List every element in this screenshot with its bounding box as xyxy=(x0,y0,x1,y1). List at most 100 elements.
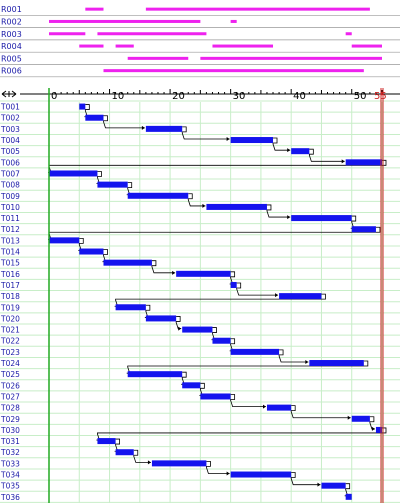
timeline-axis: 0 10 20 30 40 50 55 xyxy=(1,89,400,102)
resource-busy-segment xyxy=(212,44,274,48)
task-label: T013 xyxy=(0,236,20,245)
task-bar xyxy=(345,159,382,166)
task-bar xyxy=(79,103,86,110)
dependency-arrowhead xyxy=(262,404,266,409)
task-label: T010 xyxy=(0,203,20,212)
task-bar xyxy=(115,304,146,311)
task-bar xyxy=(321,482,346,489)
axis-tick-label: 10 xyxy=(112,91,125,102)
axis-tick-label: 20 xyxy=(172,91,185,102)
dependency-arrowhead xyxy=(226,137,230,142)
resource-label: R004 xyxy=(1,42,22,51)
task-bar xyxy=(176,270,231,277)
axis-tick-label: 50 xyxy=(354,91,367,102)
dependency-link xyxy=(48,159,387,173)
dependency-link xyxy=(206,460,230,474)
task-bar xyxy=(182,382,201,389)
task-bar xyxy=(49,237,80,244)
dependency-arrowhead xyxy=(305,360,309,365)
dependency-link xyxy=(236,282,279,296)
task-bar xyxy=(115,449,134,456)
task-label: T027 xyxy=(0,392,20,401)
task-bar xyxy=(291,148,310,155)
dependency-arrowhead xyxy=(226,471,230,476)
dependency-link xyxy=(103,115,145,129)
axis-tick-label: 40 xyxy=(293,91,306,102)
dependency-arrowhead xyxy=(287,148,291,153)
dependency-arrowhead xyxy=(371,426,375,431)
resource-busy-segment xyxy=(145,7,370,11)
resource-label: R002 xyxy=(1,17,22,26)
resource-busy-segment xyxy=(85,7,104,11)
task-label: T015 xyxy=(0,259,20,268)
task-label: T034 xyxy=(0,471,20,480)
task-label: T005 xyxy=(0,147,20,156)
resource-busy-segment xyxy=(351,44,382,48)
task-label: T011 xyxy=(0,214,20,223)
split-handle-icon[interactable] xyxy=(1,90,17,98)
task-label: T009 xyxy=(0,192,20,201)
task-label: T030 xyxy=(0,426,20,435)
dependency-link xyxy=(272,137,291,151)
task-label: T007 xyxy=(0,169,20,178)
resource-grid xyxy=(0,14,400,78)
task-bar xyxy=(230,137,274,144)
resource-busy-segment xyxy=(79,44,104,48)
dependency-arrowhead xyxy=(178,326,182,331)
dependency-arrowhead xyxy=(202,203,206,208)
resource-busy-segment xyxy=(49,19,201,23)
task-bar xyxy=(127,371,183,378)
dependency-link xyxy=(308,148,345,162)
dependency-link xyxy=(266,204,291,218)
dependency-link xyxy=(181,126,230,140)
dependency-link xyxy=(48,226,381,240)
resource-label: R001 xyxy=(1,5,22,14)
task-label: T031 xyxy=(0,437,20,446)
dependency-link xyxy=(369,416,375,430)
task-bar xyxy=(103,259,152,266)
task-labels: T001 T002 T003 T004 T005 T006 T007 T008 T009 T010… xyxy=(0,103,20,502)
task-label: T018 xyxy=(0,292,20,301)
resource-label: R003 xyxy=(1,30,22,39)
task-bar xyxy=(291,215,352,222)
resource-busy-segment xyxy=(200,56,382,60)
task-label: T035 xyxy=(0,482,20,491)
dependency-link xyxy=(175,316,182,329)
axis-tick-label: 0 xyxy=(51,91,57,102)
resource-busy-segment xyxy=(103,69,364,73)
dependency-link xyxy=(290,405,351,419)
end-marker-label: 55 xyxy=(374,91,387,102)
dependency-links xyxy=(48,104,387,497)
resource-busy-segment xyxy=(345,32,352,36)
task-label: T025 xyxy=(0,370,20,379)
task-label: T022 xyxy=(0,337,20,346)
task-label: T003 xyxy=(0,125,20,134)
task-label: T023 xyxy=(0,348,20,357)
time-markers xyxy=(48,88,384,503)
dependency-arrowhead xyxy=(347,415,351,420)
task-label: T006 xyxy=(0,158,20,167)
task-bar xyxy=(351,415,370,422)
task-label: T032 xyxy=(0,448,20,457)
task-grid xyxy=(0,100,400,503)
task-label: T017 xyxy=(0,281,20,290)
task-label: T036 xyxy=(0,493,20,502)
task-bar xyxy=(85,114,104,121)
task-bar xyxy=(151,460,207,467)
task-label: T021 xyxy=(0,326,20,335)
task-bar xyxy=(230,348,280,355)
task-bar xyxy=(309,360,364,367)
task-panel: T001 T002 T003 T004 T005 T006 T007 T008 T009 T010… xyxy=(0,100,400,503)
resource-labels: R001 R002 R003 R004 R005 R006 xyxy=(1,5,22,76)
resource-busy-segment xyxy=(115,44,134,48)
resource-panel: R001 R002 R003 R004 R005 R006 xyxy=(0,5,400,78)
task-bar xyxy=(79,248,104,255)
resource-busy-segment xyxy=(230,19,237,23)
dependency-link xyxy=(278,349,309,363)
task-bar xyxy=(266,404,292,411)
task-bar xyxy=(279,293,322,300)
dependency-arrowhead xyxy=(147,460,151,465)
task-bar xyxy=(345,493,352,500)
task-bar xyxy=(206,203,267,210)
